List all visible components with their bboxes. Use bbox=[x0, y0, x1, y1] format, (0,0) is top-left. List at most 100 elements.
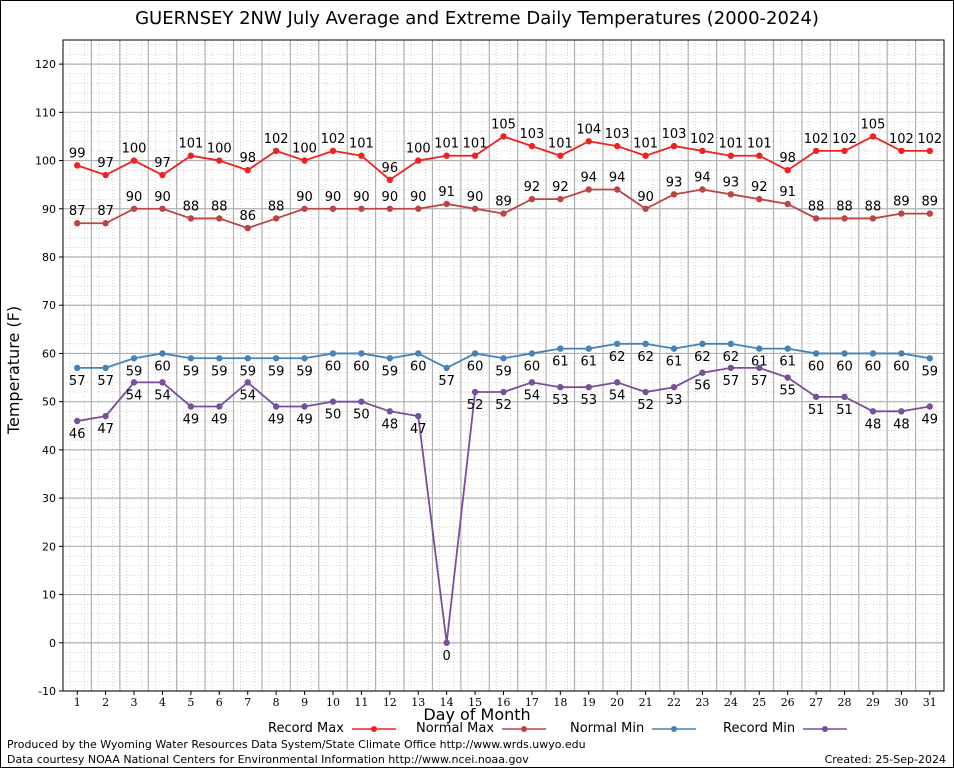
data-point-normal-min bbox=[784, 345, 791, 352]
legend-item-normal-min: Normal Min bbox=[570, 721, 697, 736]
x-tick-label: 12 bbox=[383, 696, 397, 709]
data-label-normal-max: 93 bbox=[666, 175, 683, 190]
data-point-normal-min bbox=[926, 355, 933, 362]
x-tick-label: 17 bbox=[525, 696, 539, 709]
data-label-normal-max: 90 bbox=[382, 190, 399, 205]
data-point-record-min bbox=[585, 384, 592, 391]
data-label-normal-min: 59 bbox=[922, 364, 939, 379]
data-point-normal-min bbox=[841, 350, 848, 357]
data-point-record-min bbox=[471, 388, 479, 396]
data-label-normal-min: 59 bbox=[126, 364, 143, 379]
data-label-record-min: 55 bbox=[779, 384, 796, 399]
data-label-normal-min: 60 bbox=[865, 359, 882, 374]
data-label-normal-min: 57 bbox=[438, 374, 455, 389]
data-label-record-max: 98 bbox=[239, 151, 256, 166]
data-label-record-max: 102 bbox=[889, 132, 914, 147]
data-label-normal-min: 61 bbox=[779, 355, 796, 370]
legend-item-record-min: Record Min bbox=[723, 721, 848, 736]
x-tick-label: 21 bbox=[639, 696, 653, 709]
data-label-record-max: 101 bbox=[349, 137, 374, 152]
x-tick-label: 9 bbox=[301, 696, 308, 709]
y-tick-label: 40 bbox=[42, 444, 56, 457]
data-point-record-max bbox=[613, 142, 621, 150]
data-point-record-min bbox=[159, 379, 166, 386]
data-label-record-min: 49 bbox=[211, 412, 228, 427]
data-point-record-max bbox=[102, 171, 109, 179]
data-point-record-min bbox=[812, 393, 820, 401]
y-tick-label: 0 bbox=[49, 637, 56, 650]
data-label-record-max: 102 bbox=[690, 132, 715, 147]
data-label-normal-max: 88 bbox=[211, 199, 228, 214]
data-label-record-min: 49 bbox=[922, 412, 939, 427]
data-label-record-max: 102 bbox=[264, 132, 289, 147]
x-axis-label: Day of Month bbox=[423, 705, 531, 724]
data-point-record-max bbox=[301, 157, 308, 164]
x-tick-label: 2 bbox=[102, 696, 109, 709]
data-label-record-min: 54 bbox=[126, 388, 143, 403]
data-label-record-min: 54 bbox=[154, 388, 171, 403]
data-label-record-max: 101 bbox=[178, 137, 203, 152]
y-tick-label: 50 bbox=[42, 396, 56, 409]
x-tick-label: 29 bbox=[866, 696, 880, 709]
x-tick-label: 18 bbox=[553, 696, 567, 709]
legend-label: Normal Max bbox=[416, 721, 495, 736]
data-point-normal-min bbox=[642, 340, 649, 347]
data-label-normal-min: 60 bbox=[325, 359, 342, 374]
data-label-normal-max: 90 bbox=[637, 190, 654, 205]
data-point-record-max bbox=[244, 167, 251, 174]
data-point-normal-min bbox=[670, 345, 678, 352]
data-point-normal-max bbox=[784, 200, 791, 208]
data-label-normal-max: 90 bbox=[325, 190, 342, 205]
x-tick-label: 10 bbox=[326, 696, 340, 709]
data-point-normal-min bbox=[585, 345, 592, 352]
data-point-record-min bbox=[784, 374, 791, 381]
data-point-normal-max bbox=[585, 186, 592, 193]
data-point-normal-min bbox=[528, 350, 536, 357]
data-point-record-max bbox=[585, 138, 592, 145]
footer-data-courtesy: Data courtesy NOAA National Centers for … bbox=[7, 753, 529, 766]
data-label-record-min: 50 bbox=[325, 408, 342, 423]
data-point-record-max bbox=[727, 152, 735, 159]
data-point-record-min bbox=[727, 364, 735, 372]
footer-produced-by: Produced by the Wyoming Water Resources … bbox=[7, 738, 586, 751]
data-label-normal-max: 88 bbox=[183, 199, 200, 214]
data-point-normal-max bbox=[812, 215, 820, 222]
data-label-normal-min: 62 bbox=[609, 350, 626, 365]
data-label-normal-max: 86 bbox=[239, 209, 256, 224]
data-point-record-max bbox=[415, 157, 422, 164]
data-label-record-min: 51 bbox=[808, 403, 825, 418]
data-point-record-min bbox=[642, 388, 649, 396]
data-point-normal-min bbox=[471, 350, 479, 357]
data-label-normal-min: 60 bbox=[353, 359, 370, 374]
legend-swatch-normal-max bbox=[502, 725, 547, 732]
data-point-normal-max bbox=[415, 205, 422, 212]
data-label-record-max: 96 bbox=[382, 161, 399, 176]
data-label-record-max: 100 bbox=[292, 142, 317, 157]
data-label-normal-max: 88 bbox=[808, 199, 825, 214]
data-label-normal-max: 94 bbox=[609, 170, 626, 185]
data-point-record-max bbox=[528, 142, 536, 150]
data-label-record-min: 49 bbox=[183, 412, 200, 427]
data-label-normal-min: 60 bbox=[836, 359, 853, 374]
data-point-normal-min bbox=[386, 355, 394, 362]
data-label-record-min: 54 bbox=[239, 388, 256, 403]
data-point-record-min bbox=[670, 384, 678, 391]
data-label-normal-min: 62 bbox=[694, 350, 711, 365]
data-label-normal-max: 89 bbox=[893, 195, 910, 210]
data-label-normal-max: 87 bbox=[97, 204, 114, 219]
data-label-normal-max: 91 bbox=[779, 185, 796, 200]
data-label-record-min: 53 bbox=[666, 393, 683, 408]
x-tick-label: 26 bbox=[781, 696, 795, 709]
x-tick-label: 25 bbox=[752, 696, 766, 709]
data-point-record-max bbox=[926, 147, 933, 155]
data-point-normal-min bbox=[756, 345, 763, 352]
data-point-record-max bbox=[756, 152, 763, 159]
data-label-record-max: 105 bbox=[861, 117, 886, 132]
data-label-record-max: 100 bbox=[122, 142, 147, 157]
data-point-normal-max bbox=[841, 215, 848, 222]
data-point-normal-min bbox=[130, 355, 138, 362]
data-point-record-min bbox=[329, 398, 337, 405]
data-point-record-max bbox=[557, 152, 564, 159]
data-point-normal-min bbox=[74, 364, 81, 372]
